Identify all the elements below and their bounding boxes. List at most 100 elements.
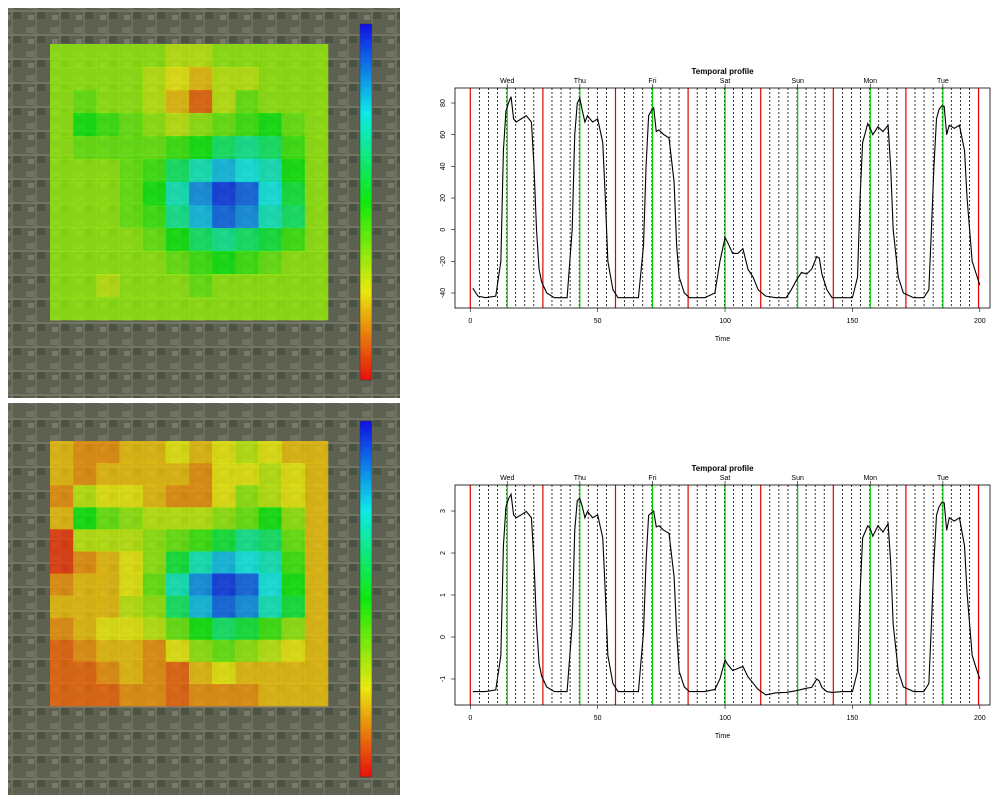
heat-cell [258,90,282,114]
heat-cell [304,136,329,160]
heat-cell [142,507,167,530]
heat-cell [165,228,190,252]
heat-cell [189,551,213,574]
heat-cell [119,90,143,114]
heat-cell [189,297,213,321]
heat-cell [165,617,190,641]
heat-cell [119,251,143,275]
heat-cell [235,661,259,685]
heat-cell [258,113,282,137]
heat-cell [73,205,97,229]
heat-cell [96,251,120,275]
heat-cell [304,463,329,486]
day-label: Wed [500,78,514,85]
heat-cell [73,661,97,685]
heat-cell [96,661,120,685]
heat-cell [281,551,306,574]
heat-cell [235,463,259,486]
heat-cell [96,274,120,298]
heat-cell [212,44,236,68]
heat-cell [96,573,120,596]
heat-cell [50,485,74,508]
heat-cell [50,573,74,596]
heat-cell [73,228,97,252]
day-label: Thu [574,78,586,85]
heat-cell [235,159,259,183]
y-tick-label: -1 [440,676,447,682]
heat-cell [165,595,190,618]
heat-cell [96,529,120,552]
heat-cell [212,639,236,663]
heat-cell [189,661,213,685]
heat-cell [96,441,120,464]
heat-cell [165,507,190,530]
y-tick-label: -20 [440,256,447,266]
heat-cell [258,683,282,707]
profile-line [472,492,981,696]
heat-cell [119,617,143,641]
heat-cell [142,661,167,685]
heat-cell [119,463,143,486]
heat-cell [212,182,236,206]
heat-cell [142,182,167,206]
heat-cell [235,113,259,137]
heat-cell [165,205,190,229]
day-label: Fri [648,475,657,482]
heat-cell [96,683,120,707]
heat-cell [119,136,143,160]
heat-cell [189,507,213,530]
heat-cell [96,90,120,114]
heat-cell [96,595,120,618]
heat-cell [165,573,190,596]
heat-cell [281,595,306,618]
heat-cell [50,67,74,91]
heat-cell [212,595,236,618]
heat-cell [304,683,329,707]
x-tick-label: 200 [974,318,986,325]
heat-cell [96,485,120,508]
heat-cell [258,297,282,321]
heat-cell [165,463,190,486]
chart-title: Temporal profile [691,67,754,76]
heat-cell [96,182,120,206]
y-tick-label: 0 [440,635,447,639]
heat-cell [304,297,329,321]
heat-cell [189,182,213,206]
heat-cell [304,441,329,464]
heat-cell [235,67,259,91]
heat-cell [189,441,213,464]
heat-cell [119,159,143,183]
heat-cell [142,529,167,552]
heat-cell [73,297,97,321]
heat-cell [235,485,259,508]
heat-cell [50,274,74,298]
heat-cell [73,485,97,508]
heat-cell [258,595,282,618]
heat-cell [281,159,306,183]
heat-cell [50,228,74,252]
heat-cell [73,136,97,160]
heat-cell [119,661,143,685]
heat-cell [165,113,190,137]
heat-cell [189,67,213,91]
heat-cell [281,113,306,137]
heat-cell [235,136,259,160]
heat-cell [142,551,167,574]
heat-cell [189,463,213,486]
heat-cell [235,639,259,663]
heat-cell [96,617,120,641]
heat-cell [212,441,236,464]
heat-cell [142,463,167,486]
heat-cell [304,551,329,574]
heat-cell [189,159,213,183]
heat-cell [304,274,329,298]
heat-cell [258,639,282,663]
heat-cell [119,595,143,618]
heat-cell [50,44,74,68]
heat-cell [165,661,190,685]
heat-cell [258,205,282,229]
heat-cell [165,90,190,114]
heat-cell [189,136,213,160]
heat-cell [142,683,167,707]
